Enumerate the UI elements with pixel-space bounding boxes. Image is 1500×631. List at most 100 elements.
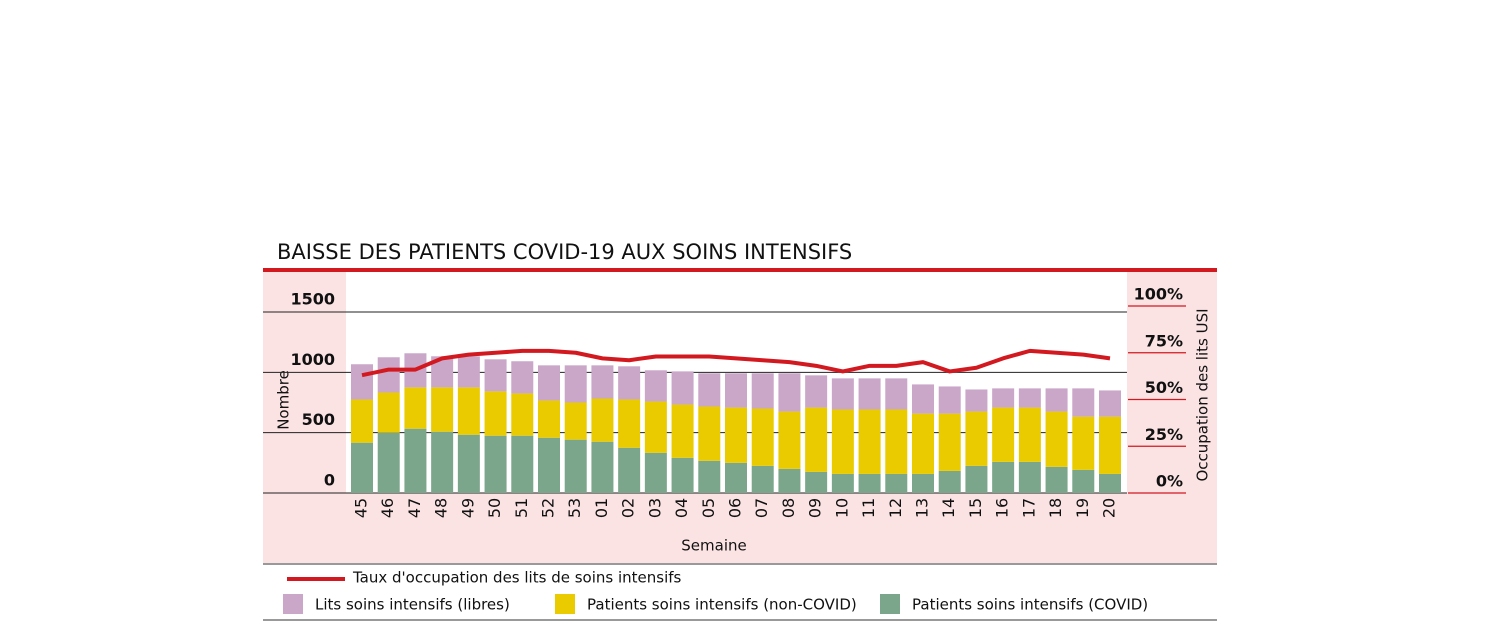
bar [457, 434, 480, 493]
chart-title: BAISSE DES PATIENTS COVID-19 AUX SOINS I… [277, 240, 852, 264]
bar [511, 435, 534, 493]
x-tick-label: 19 [1073, 498, 1092, 518]
x-tick-label: 48 [432, 498, 451, 518]
x-tick-label: 06 [726, 498, 745, 518]
bar [698, 373, 721, 407]
legend-label: Lits soins intensifs (libres) [315, 596, 510, 614]
bar [992, 461, 1015, 493]
bar [992, 388, 1015, 408]
bar [992, 407, 1015, 462]
legend-swatch [555, 594, 575, 614]
bar [618, 366, 641, 400]
x-tick-label: 12 [886, 498, 905, 518]
bar [1099, 473, 1121, 493]
bar [618, 399, 641, 448]
x-tick-label: 50 [485, 498, 504, 518]
x-tick-label: 09 [806, 498, 825, 518]
bar [831, 378, 854, 410]
bar [751, 373, 774, 409]
bar [484, 391, 507, 436]
bar [778, 468, 801, 493]
bar [644, 452, 667, 493]
bar [1045, 466, 1068, 493]
bar [511, 393, 534, 436]
bar [404, 387, 427, 429]
bar [778, 373, 801, 412]
bar [591, 398, 614, 442]
y2-tick-label: 0% [1156, 472, 1183, 491]
bar [725, 462, 747, 493]
x-tick-label: 20 [1100, 498, 1119, 518]
x-tick-label: 02 [619, 498, 638, 518]
bar [671, 404, 694, 458]
legend-label: Patients soins intensifs (non-COVID) [587, 596, 857, 614]
legend-label: Patients soins intensifs (COVID) [912, 596, 1148, 614]
y-axis-label: Nombre [275, 370, 293, 430]
bar [1045, 388, 1068, 412]
bar [751, 465, 774, 493]
bar [644, 401, 667, 453]
x-tick-label: 53 [565, 498, 584, 518]
bar [725, 373, 747, 408]
bar [1018, 461, 1041, 493]
bar [805, 407, 828, 472]
bar [1099, 390, 1121, 417]
bar [564, 439, 587, 493]
bar [351, 364, 373, 400]
x-tick-label: 18 [1046, 498, 1065, 518]
bar [671, 371, 694, 405]
x-tick-label: 14 [939, 498, 958, 518]
x-tick-label: 49 [458, 498, 477, 518]
bar [538, 437, 560, 493]
bar [377, 357, 400, 393]
bar [858, 378, 881, 410]
bar [1018, 407, 1041, 462]
bar [511, 361, 534, 394]
bar [484, 359, 507, 392]
bar [351, 442, 373, 493]
bar [591, 441, 614, 493]
x-tick-label: 15 [966, 498, 985, 518]
bar [484, 435, 507, 493]
bar [725, 407, 747, 463]
bar [618, 447, 641, 493]
bar [564, 402, 587, 440]
bar [831, 409, 854, 474]
bar [1072, 388, 1095, 417]
bar [564, 365, 587, 403]
bar [858, 473, 881, 493]
bar [351, 399, 373, 443]
bar [938, 470, 961, 493]
bar [831, 473, 854, 493]
bar [698, 406, 721, 461]
y-tick-label: 0 [324, 471, 335, 490]
bar [1072, 469, 1095, 493]
bar [885, 409, 908, 474]
bar [912, 413, 934, 474]
bar [858, 409, 881, 474]
x-tick-label: 16 [993, 498, 1012, 518]
x-tick-label: 52 [539, 498, 558, 518]
bar [644, 370, 667, 402]
bar [885, 378, 908, 410]
x-tick-label: 17 [1019, 498, 1038, 518]
bar [431, 387, 454, 432]
x-tick-label: 04 [672, 498, 691, 518]
x-tick-label: 11 [859, 498, 878, 518]
bar [404, 428, 427, 493]
bar [431, 431, 454, 493]
bar [805, 375, 828, 408]
x-tick-label: 08 [779, 498, 798, 518]
bar [885, 473, 908, 493]
legend-label: Taux d'occupation des lits de soins inte… [352, 569, 682, 587]
y-tick-label: 1500 [290, 290, 335, 309]
bar [538, 400, 560, 438]
y2-axis-label: Occupation des lits USI [1194, 308, 1212, 481]
x-tick-label: 01 [592, 498, 611, 518]
bar [965, 389, 988, 412]
legend-swatch [283, 594, 303, 614]
y-tick-label: 1000 [290, 350, 335, 369]
bar [671, 457, 694, 493]
